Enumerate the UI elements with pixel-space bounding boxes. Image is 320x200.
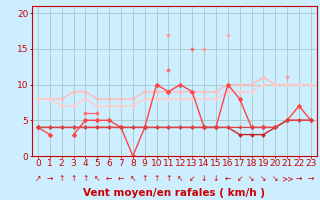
Text: ↘: ↘ xyxy=(248,174,255,183)
Text: ↑: ↑ xyxy=(82,174,89,183)
Text: ↓: ↓ xyxy=(213,174,219,183)
Text: ↑: ↑ xyxy=(141,174,148,183)
Text: ↓: ↓ xyxy=(201,174,207,183)
Text: ↖: ↖ xyxy=(130,174,136,183)
Text: ↑: ↑ xyxy=(59,174,65,183)
X-axis label: Vent moyen/en rafales ( km/h ): Vent moyen/en rafales ( km/h ) xyxy=(84,188,265,198)
Text: ←: ← xyxy=(118,174,124,183)
Text: ←: ← xyxy=(225,174,231,183)
Text: ↑: ↑ xyxy=(153,174,160,183)
Text: ↙: ↙ xyxy=(189,174,196,183)
Text: ↖: ↖ xyxy=(177,174,184,183)
Text: →: → xyxy=(47,174,53,183)
Text: ↘: ↘ xyxy=(272,174,278,183)
Text: ←: ← xyxy=(106,174,112,183)
Text: ↙: ↙ xyxy=(236,174,243,183)
Text: ↖: ↖ xyxy=(94,174,100,183)
Text: ↗: ↗ xyxy=(35,174,41,183)
Text: >>: >> xyxy=(281,174,293,183)
Text: ↑: ↑ xyxy=(165,174,172,183)
Text: ↑: ↑ xyxy=(70,174,77,183)
Text: ↘: ↘ xyxy=(260,174,267,183)
Text: →: → xyxy=(308,174,314,183)
Text: →: → xyxy=(296,174,302,183)
